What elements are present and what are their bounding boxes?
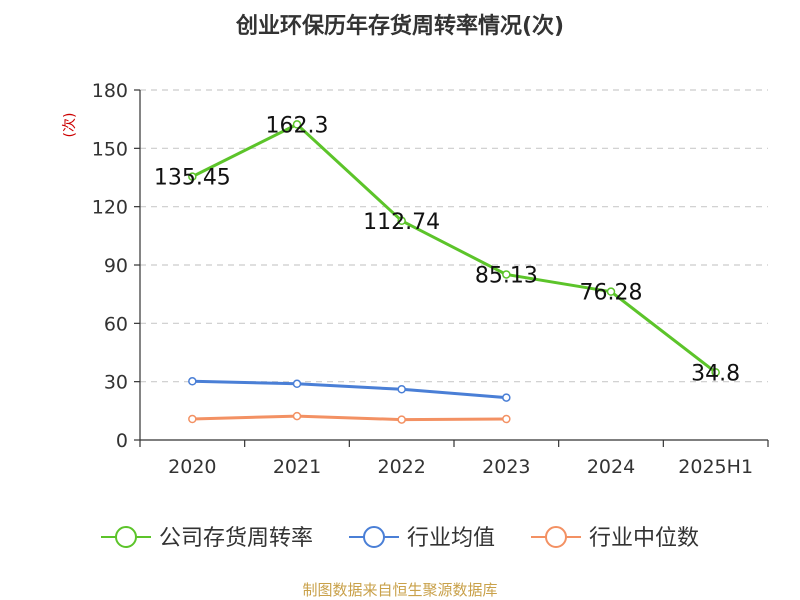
data-label: 76.28	[580, 281, 643, 306]
legend-marker-circle	[545, 526, 567, 548]
data-point	[397, 216, 406, 226]
data-point	[397, 415, 406, 424]
data-point	[292, 120, 302, 129]
legend-label: 公司存货周转率	[159, 526, 313, 551]
chart-title: 创业环保历年存货周转率情况(次)	[235, 13, 564, 39]
y-tick-label: 30	[104, 372, 128, 394]
data-point	[292, 379, 302, 389]
legend: 公司存货周转率 行业均值 行业中位数	[101, 526, 699, 551]
x-tick-label: 2023	[482, 456, 530, 478]
x-tick-label: 2025H1	[678, 456, 753, 478]
legend-item: 行业均值	[349, 526, 495, 551]
data-point	[502, 414, 511, 424]
data-label: 112.74	[363, 210, 440, 235]
data-label: 34.8	[691, 361, 740, 386]
data-point	[292, 411, 302, 421]
x-tick-label: 2021	[273, 456, 321, 478]
x-tick-label: 2020	[168, 456, 216, 478]
y-tick-label: 0	[116, 430, 128, 452]
data-point	[188, 377, 197, 386]
data-point	[502, 270, 511, 279]
y-tick-label: 180	[92, 80, 128, 102]
y-tick-label: 150	[92, 138, 128, 160]
x-tick-label: 2024	[587, 456, 635, 478]
y-tick-label: 120	[92, 197, 128, 219]
grid-lines	[140, 89, 768, 383]
data-label: 162.3	[266, 113, 329, 138]
legend-marker-circle	[115, 526, 137, 548]
x-tick-label: 2022	[377, 456, 425, 478]
data-point	[188, 172, 197, 181]
y-tick-label: 60	[104, 313, 128, 335]
legend-label: 行业均值	[407, 526, 495, 551]
data-label: 135.45	[154, 166, 231, 191]
data-point	[502, 393, 511, 402]
data-label: 85.13	[475, 263, 538, 288]
series-lines	[188, 120, 720, 424]
data-point	[711, 368, 720, 377]
data-point	[606, 287, 616, 296]
legend-item: 公司存货周转率	[101, 526, 313, 551]
y-tick-label: 90	[104, 255, 128, 277]
data-point	[188, 414, 197, 424]
source-note: 制图数据来自恒生聚源数据库	[302, 581, 497, 599]
data-labels: 135.45 162.3 112.74 85.13 76.28 34.8	[154, 113, 740, 386]
legend-item: 行业中位数	[531, 526, 699, 551]
y-axis-label: (次)	[62, 113, 78, 138]
series-line	[192, 379, 507, 400]
series-line	[192, 414, 507, 422]
legend-marker-circle	[363, 526, 385, 548]
series-line	[191, 122, 717, 374]
legend-label: 行业中位数	[589, 526, 699, 551]
axes: 0 30 60 90 120 150 180 2020 2021 2022 2023 2024 2025…	[92, 80, 769, 478]
data-point	[397, 385, 406, 394]
